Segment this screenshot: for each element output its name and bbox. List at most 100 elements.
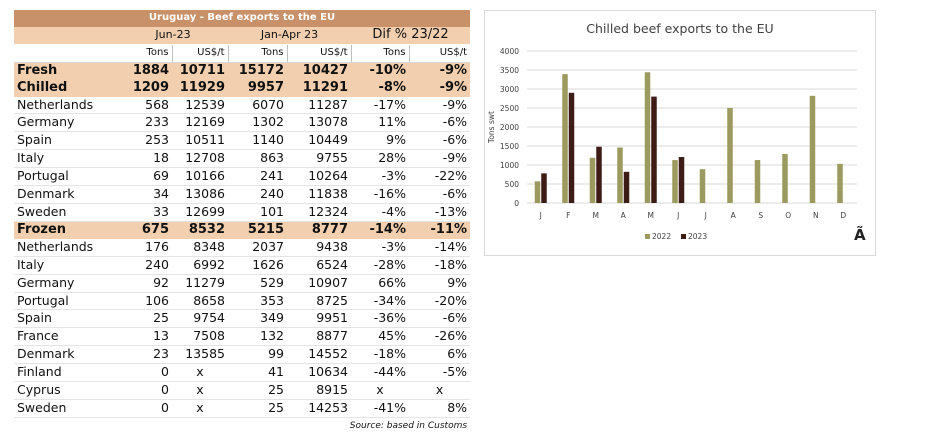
table-cell: 1140	[228, 131, 287, 151]
table-cell: -20%	[409, 292, 471, 311]
bar-2022-n	[809, 95, 816, 203]
bar-2022-a	[727, 108, 733, 203]
table-cell: 13	[118, 327, 172, 347]
table-row: Netherlands 568 12539 6070 11287 -17% -9%	[14, 96, 471, 115]
table-cell: 233	[118, 113, 172, 133]
beef-exports-table: Uruguay - Beef exports to the EU Jun-23 …	[14, 10, 471, 435]
row-label: Denmark	[14, 185, 118, 204]
table-cell: 13086	[172, 185, 228, 204]
x-tick-label: M	[648, 211, 654, 220]
unit-header: Tons	[227, 44, 287, 63]
table-cell: 9438	[287, 238, 351, 257]
table-cell: 10427	[287, 62, 351, 80]
table-title: Uruguay - Beef exports to the EU	[14, 10, 471, 27]
row-label: Germany	[14, 274, 118, 293]
table-cell: 12708	[172, 149, 228, 169]
row-label: Sweden	[14, 203, 118, 222]
table-cell: 45%	[351, 327, 409, 347]
table-row: Spain 253 10511 1140 10449 9% -6%	[14, 131, 471, 151]
legend-label-2022: 2022	[652, 232, 671, 241]
table-cell: 14552	[287, 345, 351, 365]
corner-glyph: Ã	[854, 226, 866, 244]
table-cell: 12539	[172, 96, 228, 115]
table-cell: -18%	[409, 256, 471, 275]
row-label: Spain	[14, 131, 118, 151]
table-cell: 12324	[287, 203, 351, 222]
table-cell: -16%	[351, 185, 409, 204]
chart-panel: Chilled beef exports to the EU 0 500 1000 15…	[484, 10, 876, 256]
legend-swatch-2022	[645, 234, 650, 239]
row-label: Denmark	[14, 345, 118, 365]
table-cell: -6%	[409, 309, 471, 329]
table-cell: 6070	[228, 96, 287, 115]
table-cell: 106	[118, 292, 172, 311]
table-cell: 101	[228, 203, 287, 222]
table-cell: 10449	[287, 131, 351, 151]
table-cell: 253	[118, 131, 172, 151]
table-row: Denmark 23 13585 99 14552 -18% 6%	[14, 345, 471, 365]
unit-header: US$/t	[286, 44, 351, 63]
table-cell: 13078	[287, 113, 351, 133]
table-row: France 13 7508 132 8877 45% -26%	[14, 327, 471, 347]
y-tick-label: 0	[514, 199, 519, 208]
y-tick-label: 3500	[500, 66, 519, 75]
table-cell: -17%	[351, 96, 409, 115]
table-cell: 10711	[172, 62, 228, 80]
unit-header: US$/t	[171, 44, 228, 63]
row-label: France	[14, 327, 118, 347]
row-label: Frozen	[14, 221, 118, 239]
x-tick-label: J	[539, 211, 542, 220]
table-cell: 9%	[351, 131, 409, 151]
table-row: Denmark 34 13086 240 11838 -16% -6%	[14, 185, 471, 204]
table-row: Germany 92 11279 529 10907 66% 9%	[14, 274, 471, 293]
table-cell: 6%	[409, 345, 471, 365]
legend-label-2023: 2023	[688, 232, 707, 241]
table-cell: 34	[118, 185, 172, 204]
x-tick-label: S	[758, 211, 763, 220]
table-cell: -8%	[351, 79, 409, 97]
table-cell: -13%	[409, 203, 471, 222]
chart-title: Chilled beef exports to the EU	[586, 21, 773, 36]
table-cell: 9754	[172, 309, 228, 329]
table-cell: 9951	[287, 309, 351, 329]
table-cell: 25	[228, 381, 287, 400]
table-cell: x	[172, 363, 228, 383]
table-cell: -41%	[351, 399, 409, 418]
table-cell: 10511	[172, 131, 228, 151]
table-cell: -4%	[351, 203, 409, 222]
bar-2023-j	[541, 173, 547, 203]
table-cell: 10264	[287, 167, 351, 187]
table-cell: 18	[118, 149, 172, 169]
source-empty-cell	[14, 417, 118, 434]
table-cell: 132	[228, 327, 287, 347]
table-cell: -44%	[351, 363, 409, 383]
bar-2023-m	[596, 146, 602, 203]
table-row: Sweden 33 12699 101 12324 -4% -13%	[14, 203, 471, 222]
table-row: Netherlands 176 8348 2037 9438 -3% -14%	[14, 238, 471, 257]
bar-2023-m	[651, 96, 657, 203]
bar-2022-j	[672, 160, 678, 203]
x-tick-label: A	[731, 211, 737, 220]
table-cell: 0	[118, 363, 172, 383]
table-cell: 11291	[287, 79, 351, 97]
x-tick-label: J	[676, 211, 679, 220]
row-label: Cyprus	[14, 381, 118, 400]
table-cell: 8725	[287, 292, 351, 311]
table-cell: 15172	[228, 62, 287, 80]
bar-2022-j	[534, 181, 541, 203]
table-cell: 11%	[351, 113, 409, 133]
period-janapr23: Jan-Apr 23	[228, 26, 351, 45]
table-cell: -9%	[409, 96, 471, 115]
bar-2022-a	[617, 147, 623, 203]
row-label: Italy	[14, 149, 118, 169]
period-header-row: Jun-23 Jan-Apr 23 Dif % 23/22	[14, 26, 471, 45]
table-cell: -36%	[351, 309, 409, 329]
table-cell: -34%	[351, 292, 409, 311]
y-tick-label: 2500	[500, 104, 519, 113]
table-cell: 10634	[287, 363, 351, 383]
x-tick-label: N	[813, 211, 819, 220]
table-cell: -3%	[351, 238, 409, 257]
x-tick-label: J	[704, 211, 707, 220]
table-cell: 9957	[228, 79, 287, 97]
row-label: Finland	[14, 363, 118, 383]
